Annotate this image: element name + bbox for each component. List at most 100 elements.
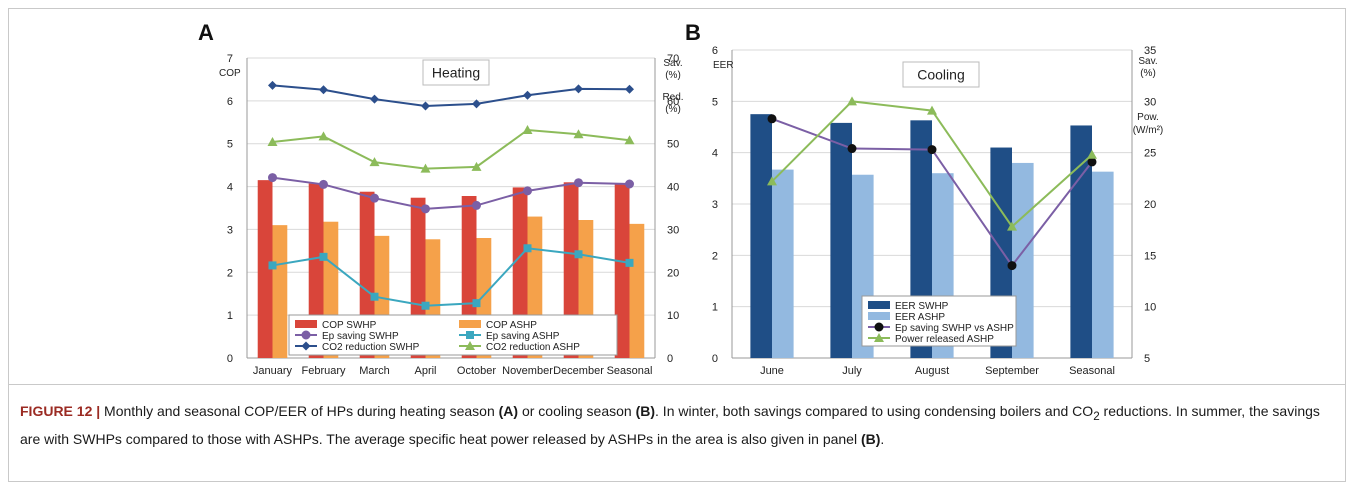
bar-cop-ashp — [629, 223, 645, 358]
legend-label-cop-swhp: COP SWHP — [322, 320, 377, 331]
point-ep-saving-ashp — [625, 258, 634, 267]
chart-title: Cooling — [917, 67, 964, 83]
panel-a-label: A — [198, 20, 214, 45]
point-ep-saving-swhp-vs-ashp — [1007, 261, 1017, 271]
line-co2-reduction-ashp — [272, 128, 630, 170]
y2-tick-label: 30 — [1144, 96, 1156, 108]
legend-label-ep-saving-swhp: Ep saving SWHP — [322, 331, 399, 342]
y2-tick-label: 10 — [1144, 302, 1156, 314]
x-tick-label: April — [414, 365, 436, 377]
point-co2-reduction-ashp — [624, 135, 635, 145]
point-power-released-ashp — [847, 96, 857, 106]
y2-tick-label: 30 — [667, 224, 679, 236]
caption-ref-b: (B) — [635, 403, 656, 419]
x-tick-label: February — [301, 365, 346, 377]
y2-axis-label: (%) — [665, 104, 681, 115]
point-ep-saving-ashp — [268, 261, 277, 270]
point-power-released-ashp — [767, 176, 777, 186]
x-tick-label: July — [842, 365, 862, 377]
y-tick-label: 3 — [712, 199, 718, 211]
x-tick-label: Seasonal — [1069, 365, 1115, 377]
point-ep-saving-swhp — [574, 178, 583, 188]
legend-marker-ep-saving-ashp — [466, 331, 474, 339]
point-co2-reduction-swhp — [421, 101, 430, 111]
point-power-released-ashp — [1087, 149, 1097, 159]
point-ep-saving-ashp — [370, 292, 379, 301]
point-co2-reduction-ashp — [573, 129, 584, 139]
chart-title: Heating — [432, 65, 480, 81]
point-ep-saving-swhp — [472, 200, 481, 210]
point-co2-reduction-ashp — [318, 131, 329, 141]
caption-separator — [8, 384, 1346, 385]
legend-label-ep-saving-ashp: Ep saving ASHP — [486, 331, 560, 342]
point-co2-reduction-swhp — [472, 99, 481, 109]
caption-label: FIGURE 12 | — [20, 403, 101, 419]
legend-marker-co2-reduction-ashp — [465, 341, 475, 350]
y2-tick-label: 15 — [1144, 250, 1156, 262]
legend-label-cop-ashp: COP ASHP — [486, 320, 537, 331]
y-tick-label: 6 — [227, 96, 233, 108]
legend-swatch-eer-ashp — [868, 312, 890, 320]
point-ep-saving-ashp — [574, 250, 583, 259]
point-co2-reduction-swhp — [523, 90, 532, 100]
chart-title-box — [422, 59, 490, 86]
cooling-chart: 0 1 2 3 4 5 6 5 10 15 20 25 30 35 EER Sav.(%) Pow. (W/m²)… — [712, 45, 1164, 377]
bar-eer-swhp — [830, 122, 852, 358]
x-tick-label: January — [253, 365, 293, 377]
caption-ref-a: (A) — [498, 403, 519, 419]
x-tick-label: October — [457, 365, 496, 377]
legend-label-eer-swhp: EER SWHP — [895, 301, 949, 312]
y2-tick-label: 70 — [667, 53, 679, 65]
point-ep-saving-swhp — [625, 179, 634, 189]
line-ep-saving-ashp — [272, 247, 630, 307]
bar-eer-swhp — [750, 114, 772, 359]
point-ep-saving-ashp — [319, 252, 328, 261]
caption-text-3: . In winter, both savings compared to us… — [655, 403, 1094, 419]
bar-eer-ashp — [772, 169, 794, 358]
y2-axis-label: (%) — [1140, 68, 1156, 79]
point-co2-reduction-swhp — [319, 85, 328, 95]
y2-axis-label: (%) — [665, 70, 681, 81]
bar-cop-swhp — [614, 183, 630, 358]
legend-box — [288, 314, 618, 356]
point-power-released-ashp — [1007, 221, 1017, 231]
x-tick-label: August — [915, 365, 949, 377]
point-co2-reduction-ashp — [420, 163, 431, 173]
point-co2-reduction-swhp — [268, 80, 277, 90]
bar-cop-ashp — [272, 225, 288, 358]
legend-swatch-cop-swhp — [295, 320, 317, 328]
figure-caption: FIGURE 12 | Monthly and seasonal COP/EER… — [20, 400, 1336, 451]
panel-b-label: B — [685, 20, 701, 45]
point-ep-saving-swhp-vs-ashp — [927, 145, 937, 155]
y2-tick-label: 0 — [667, 353, 673, 365]
legend-swatch-cop-ashp — [459, 320, 481, 328]
y-tick-label: 1 — [227, 310, 233, 322]
y2-axis-label: Pow. — [1137, 112, 1159, 123]
point-co2-reduction-ashp — [267, 137, 278, 146]
legend-marker-co2-reduction-swhp — [301, 341, 311, 351]
y-tick-label: 4 — [227, 182, 233, 194]
y2-tick-label: 25 — [1144, 148, 1156, 160]
x-tick-label: June — [760, 365, 784, 377]
point-co2-reduction-swhp — [625, 84, 634, 94]
bar-cop-swhp — [257, 180, 273, 358]
point-co2-reduction-ashp — [369, 157, 380, 167]
y2-axis-label: (W/m²) — [1133, 125, 1164, 136]
y-tick-label: 2 — [227, 267, 233, 279]
figure-frame — [8, 8, 1346, 482]
y-tick-label: 7 — [227, 53, 233, 65]
caption-subscript: 2 — [1093, 409, 1100, 423]
legend-label-eer-ashp: EER ASHP — [895, 312, 945, 323]
y2-axis-label: Sav. — [663, 58, 682, 69]
chart-title-box — [902, 61, 980, 88]
legend-marker-power-released-ashp — [874, 333, 884, 342]
point-ep-saving-ashp — [472, 299, 481, 308]
y-tick-label: 5 — [712, 96, 718, 108]
y-axis-label: COP — [219, 68, 241, 79]
legend-marker-ep-saving-swhp — [301, 330, 311, 340]
y-tick-label: 3 — [227, 224, 233, 236]
x-tick-label: December — [553, 365, 604, 377]
y-tick-label: 2 — [712, 250, 718, 262]
x-tick-label: November — [502, 365, 553, 377]
y-tick-label: 4 — [712, 148, 718, 160]
